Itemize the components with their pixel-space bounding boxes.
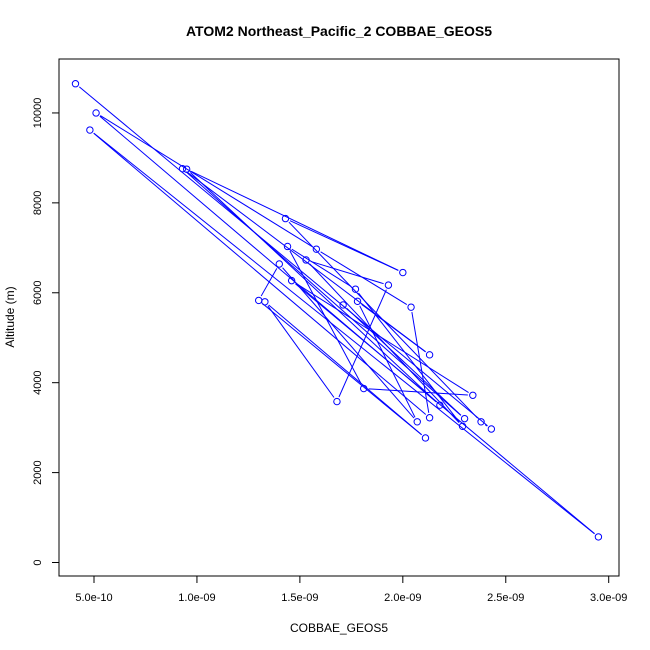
series-segment (93, 132, 595, 535)
x-tick-label: 1.0e-09 (178, 592, 215, 604)
data-point (351, 285, 360, 293)
data-point (283, 242, 292, 251)
series-segment (267, 305, 335, 398)
series-segment (484, 424, 488, 427)
data-point (421, 434, 430, 442)
y-tick-label: 0 (32, 559, 44, 565)
data-point (255, 296, 263, 305)
x-tick-label: 2.0e-09 (384, 592, 421, 604)
series-segment (189, 172, 437, 403)
data-point (178, 164, 187, 173)
data-point (399, 268, 407, 277)
data-point (487, 425, 496, 433)
series-segment (320, 251, 408, 305)
data-point (413, 418, 421, 426)
data-point (281, 214, 290, 223)
data-point (275, 260, 283, 268)
data-point (287, 276, 296, 285)
x-axis: 5.0e-10 1.0e-09 1.5e-09 2.0e-09 2.5e-09 3.0e-… (75, 575, 627, 604)
series-segment (260, 268, 278, 297)
series-segment (186, 171, 426, 353)
y-tick-label: 4000 (32, 370, 44, 394)
y-tick-label: 8000 (32, 191, 44, 215)
data-point (360, 384, 368, 393)
series-segment (359, 305, 416, 418)
series-segment (185, 171, 462, 416)
data-point (302, 256, 310, 264)
series-segment (262, 303, 422, 436)
y-tick-label: 6000 (32, 281, 44, 305)
series-segment (295, 283, 595, 535)
series-segment (346, 307, 462, 416)
series-segment (190, 170, 399, 271)
x-tick-label: 1.5e-09 (281, 592, 318, 604)
data-point (384, 281, 393, 289)
series-segment (282, 267, 415, 419)
data-point (71, 80, 80, 88)
plot-frame (58, 58, 620, 577)
series-points (71, 80, 603, 541)
series-lines (78, 86, 595, 535)
data-point (425, 351, 434, 359)
data-point (312, 245, 321, 253)
data-point (407, 303, 415, 311)
data-point (425, 414, 434, 422)
data-point (261, 298, 269, 306)
data-point (339, 301, 347, 309)
y-axis-label: Altitude (m) (3, 286, 17, 347)
x-axis-label: COBBAE_GEOS5 (290, 621, 388, 635)
data-point (460, 414, 469, 423)
series-segment (310, 260, 384, 285)
data-point (86, 126, 94, 134)
series-segment (368, 388, 468, 396)
series-segment (291, 248, 352, 287)
series-segment (338, 289, 387, 398)
x-tick-label: 5.0e-10 (75, 592, 112, 604)
series-segment (78, 86, 488, 427)
x-tick-label: 2.5e-09 (487, 592, 524, 604)
y-tick-label: 10000 (32, 98, 44, 129)
data-point (477, 418, 485, 426)
x-tick-label: 3.0e-09 (590, 592, 627, 604)
series-segment (295, 282, 469, 394)
data-point (182, 165, 191, 173)
series-segment (93, 132, 427, 415)
y-tick-label: 2000 (32, 460, 44, 484)
data-point (333, 397, 341, 406)
chart-title: ATOM2 Northeast_Pacific_2 COBBAE_GEOS5 (186, 23, 492, 39)
data-point (436, 401, 444, 409)
y-axis: 0 2000 4000 6000 8000 10000 (32, 98, 60, 566)
series-segment (100, 115, 313, 247)
series-segment (268, 304, 422, 436)
data-point (594, 533, 603, 541)
data-point (469, 391, 477, 399)
data-point (458, 422, 467, 430)
data-point (353, 297, 362, 306)
data-point (92, 109, 100, 117)
